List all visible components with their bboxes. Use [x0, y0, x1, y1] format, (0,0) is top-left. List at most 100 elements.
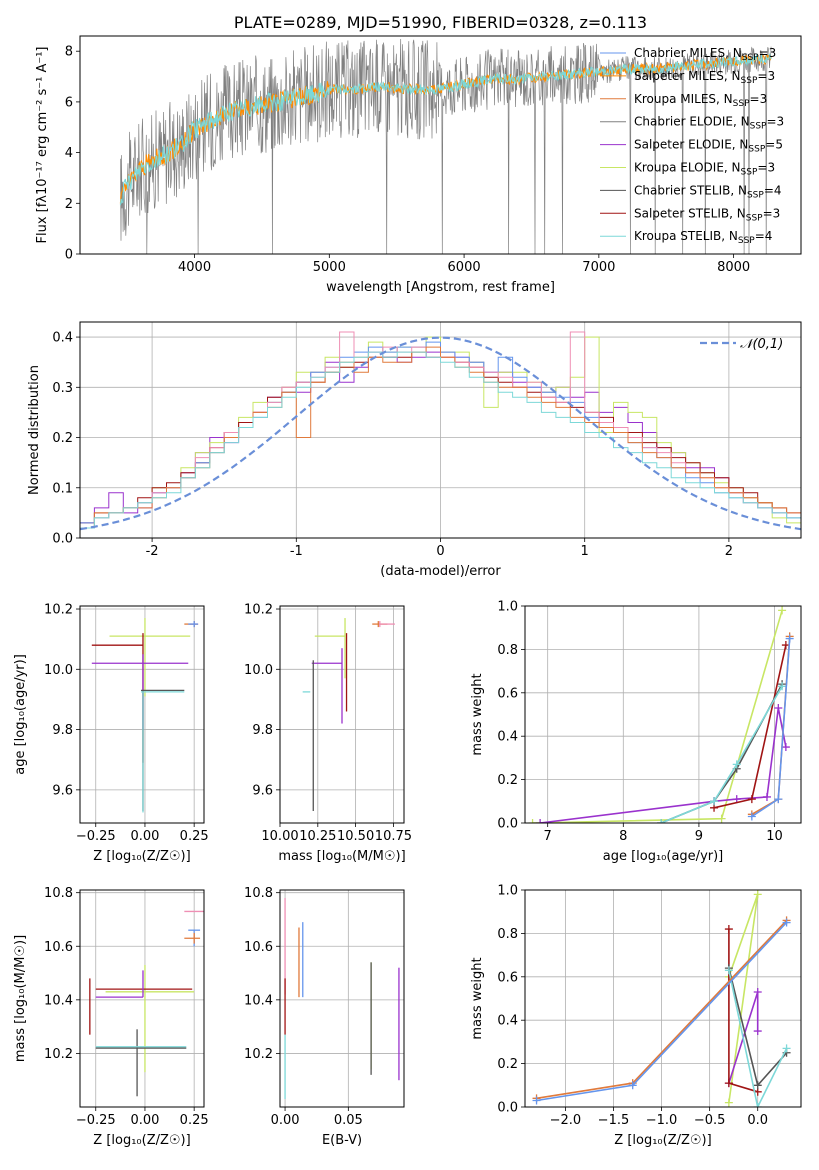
x-tick-label: 10.00 [261, 829, 298, 844]
mass-weight-series-line [728, 970, 788, 1107]
y-tick-label: 9.8 [252, 723, 273, 738]
y-axis-label: Normed distribution [27, 365, 42, 495]
legend-label-text: Salpeter STELIB, N [634, 206, 746, 220]
y-tick-label: 0.2 [497, 1057, 518, 1072]
y-tick-label: 6 [65, 95, 73, 110]
y-axis-label: age [log₁₀(age/yr)] [13, 654, 28, 775]
residuals-panel: -2 -1 0 1 2 0.0 0.1 0.2 0.3 0.4 (data-model)/error… [27, 321, 802, 579]
y-tick-label: 10.6 [244, 940, 273, 955]
x-tick-label: −0.5 [694, 1113, 726, 1128]
series-marker [785, 634, 794, 643]
legend-label-suffix: =3 [750, 92, 768, 106]
series-marker [774, 703, 783, 712]
series-marker [753, 890, 762, 899]
legend-label-sub: SSP [746, 213, 763, 223]
y-tick-label: 10.4 [44, 993, 73, 1008]
x-axis-label: (data-model)/error [380, 564, 501, 579]
x-tick-label: 8 [619, 829, 627, 844]
legend-label-text: Kroupa STELIB, N [634, 229, 738, 243]
x-tick-label: −2.0 [550, 1113, 582, 1128]
y-tick-label: 10.2 [244, 1047, 273, 1062]
legend-label-suffix: =3 [763, 206, 781, 220]
x-tick-label: −0.25 [76, 829, 116, 844]
x-axis-label: age [log₁₀(age/yr)] [603, 849, 724, 864]
observed-spectrum-line [120, 38, 772, 254]
series-marker [628, 1081, 637, 1090]
y-tick-label: 8 [65, 45, 73, 60]
mass-weight-series-line [660, 683, 783, 823]
y-tick-label: 9.6 [52, 783, 73, 798]
legend-label-sub: SSP [738, 236, 755, 246]
line-plot-area [532, 890, 791, 1107]
legend-label-text: Kroupa MILES, N [634, 92, 733, 106]
y-tick-label: 10.0 [244, 663, 273, 678]
legend-label-suffix: =4 [764, 183, 782, 197]
legend-label: Salpeter STELIB, NSSP=3 [634, 206, 780, 223]
y-tick-label: 1.0 [497, 884, 518, 899]
errorbar-point [311, 648, 343, 724]
x-tick-label: 0 [436, 544, 444, 559]
x-tick-label: 0.00 [130, 1113, 159, 1128]
errorbar-point [188, 621, 199, 628]
y-tick-label: 0.2 [497, 773, 518, 788]
series-marker [532, 1096, 541, 1105]
errorbar-point [95, 1029, 187, 1097]
legend-label: 𝒩(0,1) [740, 337, 783, 352]
x-tick-label: 2 [725, 544, 733, 559]
x-tick-label: 10.25 [299, 829, 336, 844]
legend-label: Kroupa MILES, NSSP=3 [634, 92, 767, 109]
legend-label-suffix: =3 [759, 46, 777, 60]
errorbar-plot-area [302, 618, 395, 811]
legend-label-suffix: =3 [757, 69, 775, 83]
axes-frame [279, 889, 405, 1108]
x-tick-label: 0.00 [130, 829, 159, 844]
x-tick-label: 10.50 [337, 829, 374, 844]
legend-label-sub: SSP [733, 99, 750, 109]
x-tick-label: 0.05 [334, 1113, 363, 1128]
x-axis-label: Z [log₁₀(Z/Z☉)] [614, 1133, 711, 1148]
series-marker [778, 606, 787, 615]
y-tick-label: 0.1 [52, 481, 73, 496]
y-tick-label: 0.4 [497, 730, 518, 745]
legend-label-sub: SSP [742, 53, 759, 63]
y-tick-label: 10.2 [44, 1047, 73, 1062]
legend-label-sub: SSP [748, 145, 765, 155]
x-tick-label: −1.0 [646, 1113, 678, 1128]
y-axis-label: Flux [fλ10⁻¹⁷ erg cm⁻² s⁻¹ A⁻¹] [35, 47, 50, 244]
spectrum-panel: 4000 5000 6000 7000 8000 0 2 4 6 8 wavelength [Ang… [35, 13, 802, 295]
legend-label-suffix: =5 [765, 138, 783, 152]
y-tick-label: 0.4 [52, 331, 73, 346]
x-tick-label: 10.75 [375, 829, 412, 844]
mass-vs-ebv-panel: 0.00 0.05 10.2 10.4 10.6 10.8 E(B-V) [244, 886, 405, 1148]
legend-label-sub: SSP [747, 190, 764, 200]
series-marker [762, 792, 771, 801]
legend-label-text: Chabrier MILES, N [634, 46, 742, 60]
x-tick-label: 0.00 [271, 1113, 300, 1128]
series-marker [782, 918, 791, 927]
x-tick-label: 8000 [717, 260, 750, 275]
x-tick-label: −1.5 [598, 1113, 630, 1128]
x-tick-label: 4000 [178, 260, 211, 275]
legend-label-text: Salpeter ELODIE, N [634, 138, 748, 152]
series-marker [778, 682, 787, 691]
axes-frame [279, 605, 405, 824]
y-tick-label: 10.8 [244, 886, 273, 901]
series-marker [774, 795, 783, 804]
y-tick-label: 4 [65, 146, 73, 161]
y-tick-label: 1.0 [497, 600, 518, 615]
histogram-series-step [80, 351, 801, 538]
y-tick-label: 0.6 [497, 686, 518, 701]
y-tick-label: 9.6 [252, 783, 273, 798]
legend-label: Chabrier STELIB, NSSP=4 [634, 183, 782, 200]
series-marker [724, 966, 733, 975]
errorbar-point [314, 618, 346, 679]
x-axis-label: wavelength [Angstrom, rest frame] [326, 280, 555, 295]
x-tick-label: 10 [766, 829, 783, 844]
legend-label-text: Salpeter MILES, N [634, 69, 741, 83]
legend-label: Chabrier MILES, NSSP=3 [634, 46, 776, 63]
errorbar-point [105, 965, 195, 1073]
y-tick-label: 0 [65, 248, 73, 263]
x-tick-label: 7000 [582, 260, 615, 275]
